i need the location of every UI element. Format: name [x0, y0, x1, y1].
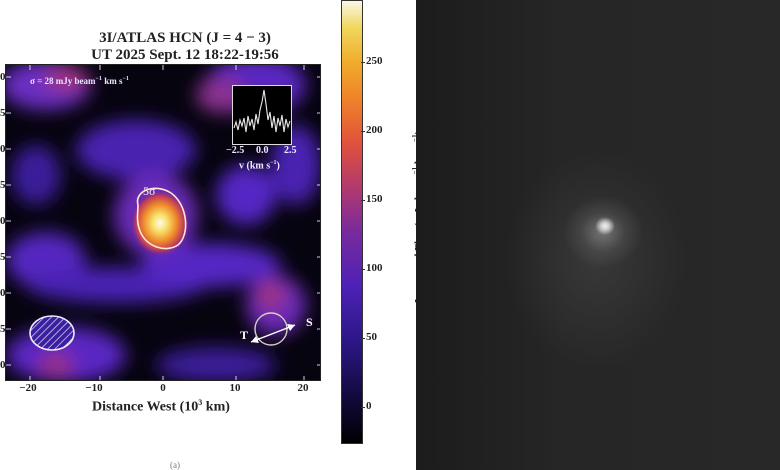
y-tick: 5 — [0, 107, 6, 119]
panel-caption: (a) — [170, 460, 180, 470]
peak-emission — [130, 189, 190, 257]
spectrum-line — [233, 89, 291, 133]
x-axis-label: Distance West (103 km) — [92, 398, 230, 415]
direction-arrow — [250, 324, 296, 343]
y-tick: 0 — [0, 287, 6, 299]
colorbar-tick: 0 — [361, 400, 372, 412]
x-tick: −10 — [85, 382, 103, 394]
nucleus-circle — [254, 312, 288, 346]
colorbar-tick: 150 — [361, 193, 383, 205]
tail-direction-label: T — [240, 328, 249, 342]
y-tick: 5 — [0, 179, 6, 191]
hcn-map-figure: 3I/ATLAS HCN (J = 4 − 3) UT 2025 Sept. 1… — [0, 0, 425, 470]
sun-direction-label: S — [306, 315, 313, 329]
figure-title: 3I/ATLAS HCN (J = 4 − 3) — [99, 30, 271, 46]
colorbar-tick: 200 — [361, 124, 383, 136]
spectrum-inset — [232, 85, 292, 145]
y-tick: 0 — [0, 71, 6, 83]
beam-ellipse — [29, 315, 75, 351]
colorbar — [341, 0, 363, 444]
x-tick: 20 — [297, 382, 309, 394]
heatmap-panel: σ = 28 mJy beam−1 km s−1 −2.5 0.0 2.5 v … — [5, 64, 321, 381]
y-tick: 0 — [0, 215, 6, 227]
y-tick: 5 — [0, 251, 6, 263]
x-tick: −20 — [19, 382, 37, 394]
colorbar-tick: 50 — [361, 331, 377, 343]
noise-annotation: σ = 28 mJy beam−1 km s−1 — [30, 76, 129, 86]
y-tick: 0 — [0, 359, 6, 371]
y-tick: 5 — [0, 323, 6, 335]
five-sigma-contour — [136, 187, 187, 250]
y-tick: 0 — [0, 143, 6, 155]
x-tick: 10 — [229, 382, 241, 394]
inset-x-axis-label: v (km s−1) — [239, 160, 280, 172]
figure-subtitle: UT 2025 Sept. 12 18:22-19:56 — [91, 47, 279, 63]
comet-photo — [416, 0, 780, 470]
colorbar-tick: 100 — [361, 262, 383, 274]
contour-label: 5σ — [143, 184, 156, 198]
colorbar-tick: 250 — [361, 55, 383, 67]
x-tick: 0 — [160, 382, 166, 394]
